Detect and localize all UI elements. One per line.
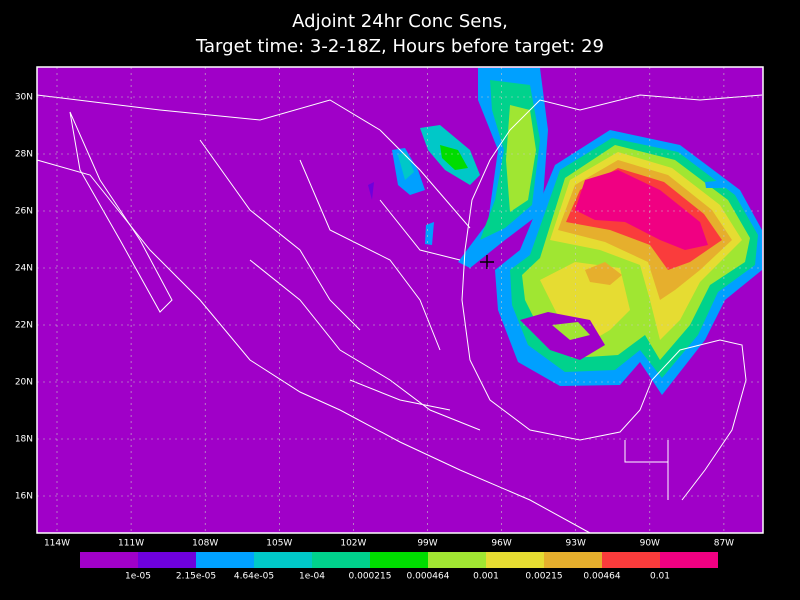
colorbar-box bbox=[370, 552, 428, 568]
colorbar-label: 0.001 bbox=[473, 572, 499, 582]
contour bbox=[425, 222, 434, 245]
colorbar-box bbox=[138, 552, 196, 568]
lon-label: 105W bbox=[266, 539, 292, 549]
lon-label: 111W bbox=[118, 539, 144, 549]
lon-label: 96W bbox=[491, 539, 511, 549]
contour bbox=[440, 145, 468, 170]
coastline bbox=[69, 111, 173, 313]
lat-label: 20N bbox=[15, 378, 33, 388]
coastline bbox=[461, 94, 763, 501]
colorbar-box bbox=[80, 552, 138, 568]
border bbox=[624, 440, 669, 500]
coastlines bbox=[36, 94, 763, 534]
contour bbox=[575, 170, 708, 250]
contour-fields bbox=[368, 68, 762, 395]
lat-label: 28N bbox=[15, 150, 33, 160]
colorbar-box bbox=[254, 552, 312, 568]
lat-label: 22N bbox=[15, 321, 33, 331]
lat-label: 26N bbox=[15, 207, 33, 217]
lon-label: 108W bbox=[192, 539, 218, 549]
colorbar-label: 2.15e-05 bbox=[176, 572, 216, 582]
colorbar-box bbox=[544, 552, 602, 568]
colorbar-box bbox=[312, 552, 370, 568]
lat-label: 24N bbox=[15, 264, 33, 274]
lon-label: 99W bbox=[417, 539, 437, 549]
contour bbox=[506, 105, 536, 212]
contour bbox=[705, 180, 727, 188]
colorbar-label: 1e-05 bbox=[125, 572, 151, 582]
colorbar-box bbox=[660, 552, 718, 568]
title-line: Adjoint 24hr Conc Sens, bbox=[292, 11, 508, 32]
lat-label: 16N bbox=[15, 492, 33, 502]
colorbar-label: 0.00464 bbox=[583, 572, 620, 582]
plot-frame bbox=[36, 66, 764, 534]
colorbar-label: 0.01 bbox=[650, 572, 670, 582]
contour bbox=[585, 262, 622, 285]
contour bbox=[552, 322, 590, 340]
contour bbox=[368, 182, 374, 200]
colorbar-box bbox=[196, 552, 254, 568]
colorbar-box bbox=[602, 552, 660, 568]
colorbar-box bbox=[486, 552, 544, 568]
lon-label: 93W bbox=[566, 539, 586, 549]
contour bbox=[520, 312, 605, 360]
colorbar-box bbox=[428, 552, 486, 568]
colorbar-label: 0.000464 bbox=[407, 572, 450, 582]
colorbar-label: 4.64e-05 bbox=[234, 572, 274, 582]
colorbar-label: 1e-04 bbox=[299, 572, 325, 582]
lat-label: 18N bbox=[15, 435, 33, 445]
colorbar-label: 0.000215 bbox=[349, 572, 392, 582]
lon-label: 102W bbox=[340, 539, 366, 549]
title-line: Target time: 3-2-18Z, Hours before targe… bbox=[195, 36, 604, 57]
lon-label: 90W bbox=[640, 539, 660, 549]
colorbar-label: 0.00215 bbox=[525, 572, 562, 582]
lat-label: 30N bbox=[15, 93, 33, 103]
border bbox=[36, 94, 471, 229]
state-border bbox=[199, 139, 481, 431]
contour bbox=[398, 152, 414, 180]
lon-label: 114W bbox=[44, 539, 70, 549]
lon-label: 87W bbox=[714, 539, 734, 549]
